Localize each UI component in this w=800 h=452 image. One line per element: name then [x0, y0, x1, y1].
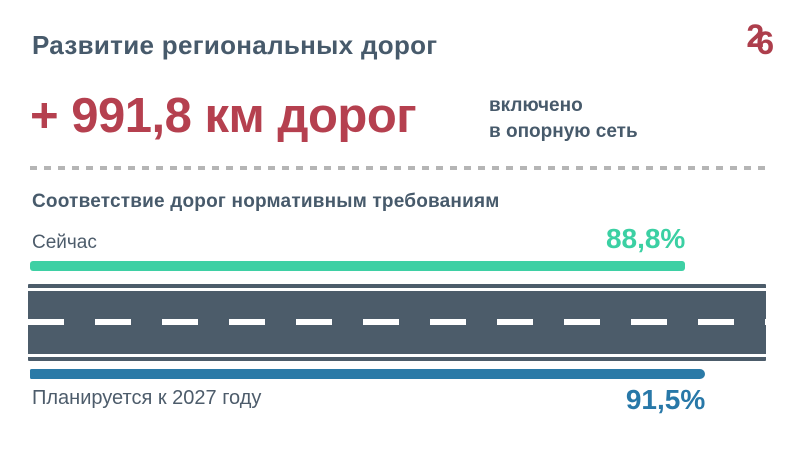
bar-track-now [30, 261, 768, 271]
dashed-divider [30, 166, 770, 170]
section-title: Соответствие дорог нормативным требовани… [32, 191, 500, 212]
bar-planned [30, 369, 706, 379]
road-illustration [28, 284, 766, 361]
logo-digit-2: 2 [746, 18, 765, 54]
road-edge-line-top [28, 288, 766, 291]
bar-label-planned: Планируется к 2027 году [32, 387, 262, 409]
bar-value-now-track: 88,8% [30, 223, 768, 255]
bar-label-now: Сейчас [32, 232, 97, 253]
bar-value-planned: 91,5% [625, 384, 706, 415]
headline-note: включено в опорную сеть [489, 93, 638, 145]
headline-note-line1: включено [489, 95, 583, 116]
logo-26: 26 [746, 18, 774, 59]
logo-digit-6: 6 [756, 25, 774, 61]
page-title: Развитие региональных дорог [32, 30, 438, 60]
road-edge-line-bottom [28, 354, 766, 357]
headline-note-line2: в опорную сеть [489, 121, 638, 142]
headline-km-value: + 991,8 км дорог [30, 89, 417, 143]
road-center-dashed-line [28, 319, 766, 325]
bar-value-now: 88,8% [605, 223, 686, 254]
bar-now [30, 261, 686, 271]
bar-value-planned-track: 91,5% [30, 384, 768, 416]
bar-track-planned [30, 369, 768, 379]
